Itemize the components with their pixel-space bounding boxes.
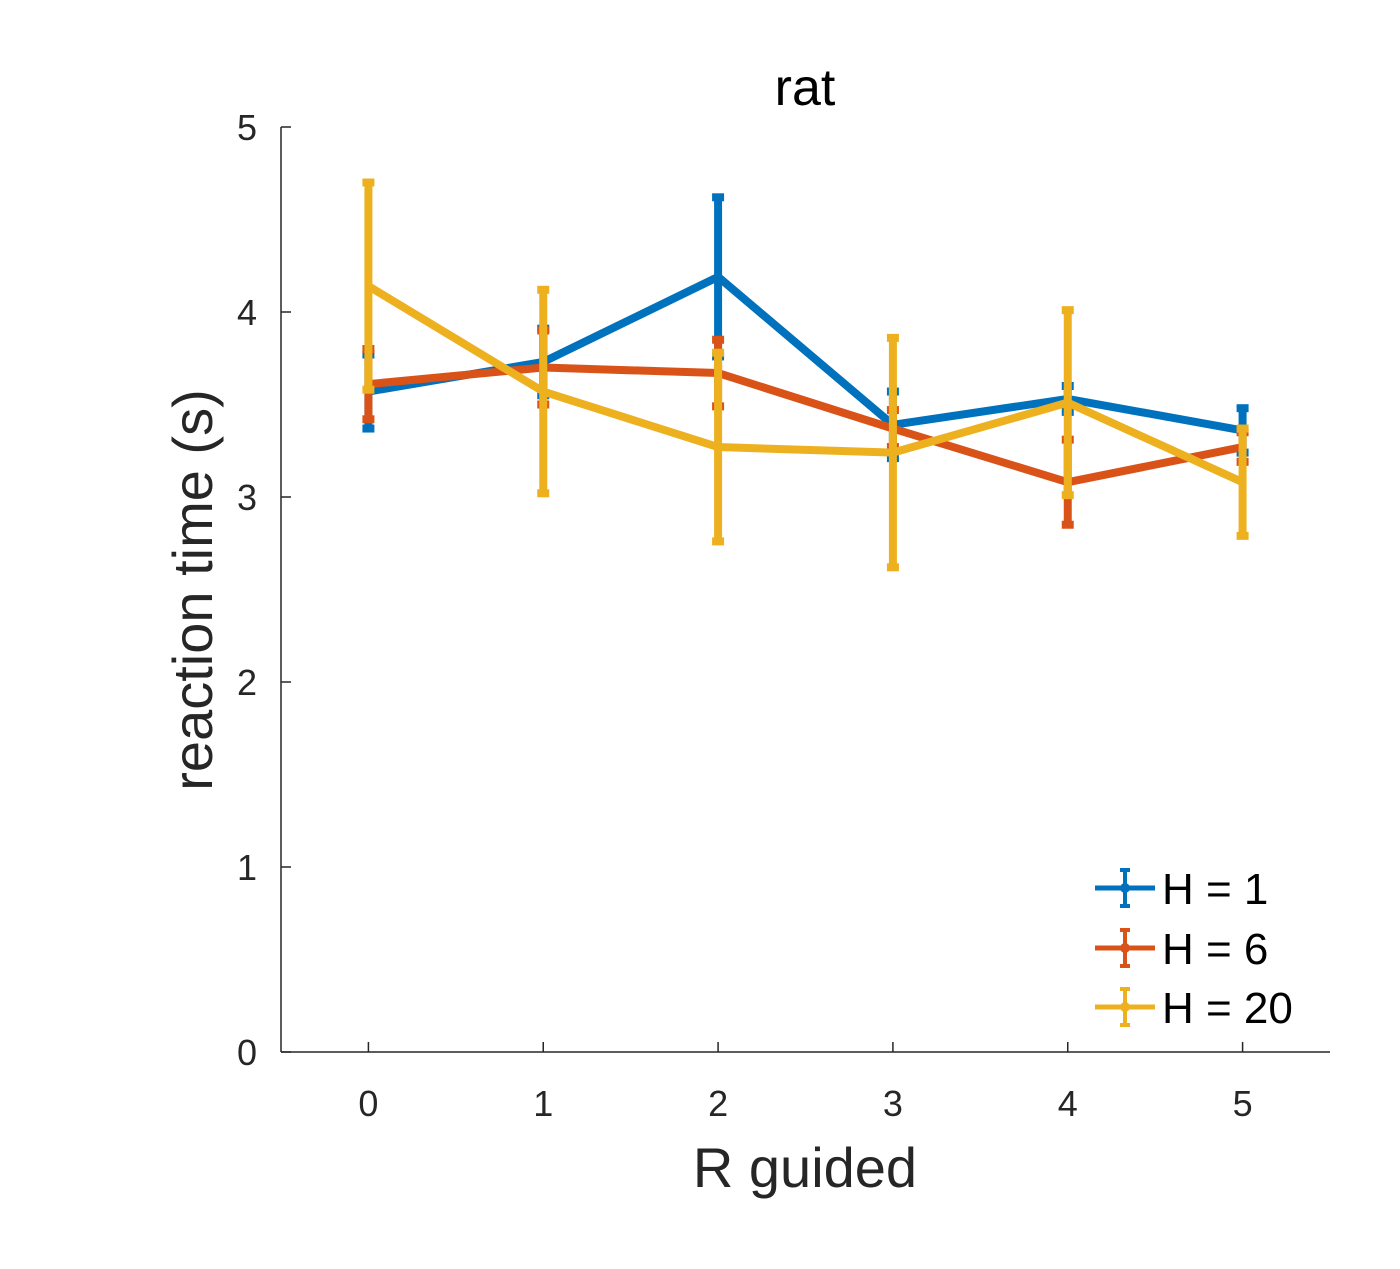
series-line: [364, 282, 1247, 487]
x-tick-label: 3: [883, 1083, 903, 1124]
data-point: [539, 387, 548, 396]
legend: H = 1 H = 6 H = 20: [1095, 865, 1293, 1033]
legend-entry: H = 1: [1095, 865, 1268, 914]
legend-marker: [1120, 1002, 1130, 1012]
x-tick-label: 4: [1058, 1083, 1078, 1124]
chart-title: rat: [775, 59, 836, 117]
data-point: [714, 443, 723, 452]
y-tick-label: 3: [237, 477, 257, 518]
y-tick-label: 5: [237, 107, 257, 148]
legend-entry: H = 6: [1095, 925, 1268, 974]
y-axis-label: reaction time (s): [161, 389, 224, 790]
y-tick-label: 1: [237, 847, 257, 888]
legend-label: H = 6: [1162, 925, 1268, 974]
plot-area: [362, 178, 1249, 572]
legend-label: H = 1: [1162, 865, 1268, 914]
x-tick-label: 5: [1233, 1083, 1253, 1124]
legend-label: H = 20: [1162, 984, 1293, 1033]
y-tick-label: 4: [237, 292, 257, 333]
series-line: [364, 272, 1247, 435]
legend-marker: [1120, 943, 1130, 953]
y-tick-label: 2: [237, 662, 257, 703]
data-point: [364, 282, 373, 291]
data-point: [888, 448, 897, 457]
x-tick-label: 0: [358, 1083, 378, 1124]
series-1: [362, 193, 1249, 463]
axes: 0 1 2 3 4 5 0 1 2 3 4 5: [237, 107, 1330, 1124]
data-point: [1063, 398, 1072, 407]
data-point: [1238, 478, 1247, 487]
x-axis-label: R guided: [693, 1136, 917, 1199]
legend-marker: [1120, 883, 1130, 893]
data-point: [714, 272, 723, 281]
series-3: [362, 178, 1249, 572]
legend-entry: H = 20: [1095, 984, 1293, 1033]
x-tick-label: 2: [708, 1083, 728, 1124]
x-tick-label: 1: [533, 1083, 553, 1124]
y-tick-label: 0: [237, 1032, 257, 1073]
